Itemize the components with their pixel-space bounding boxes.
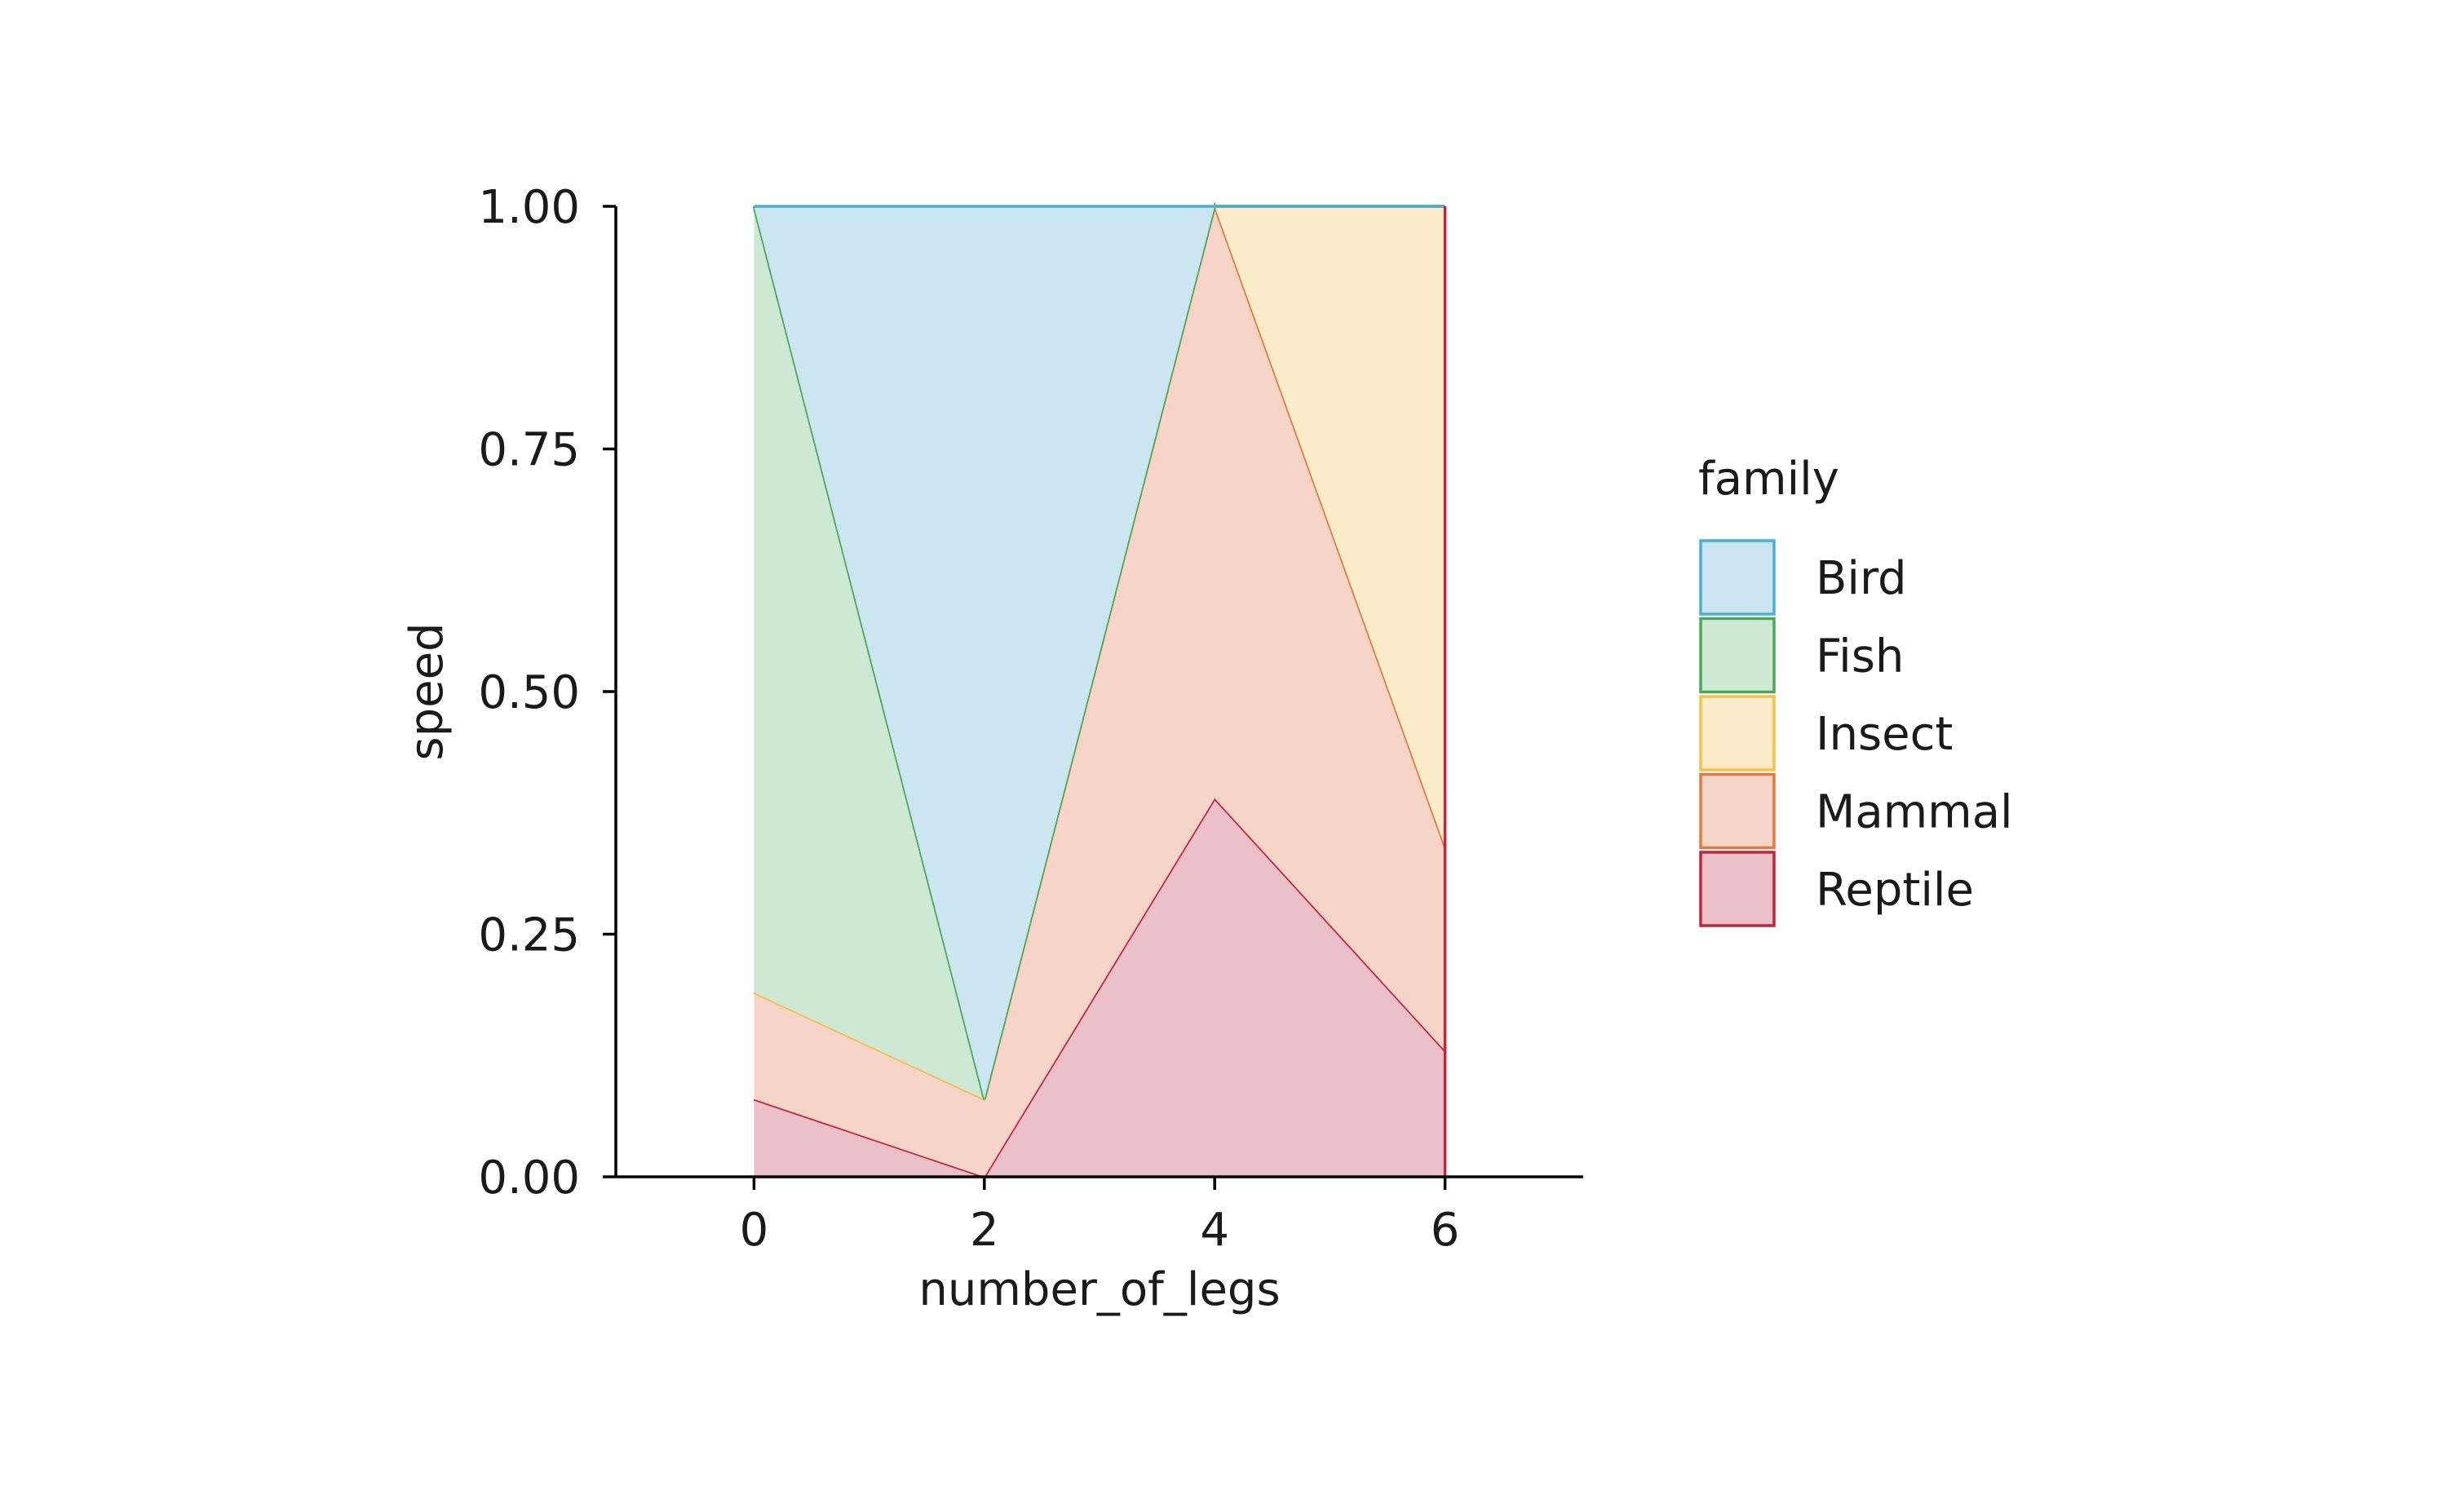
- legend-swatch-fish: [1699, 617, 1776, 694]
- legend-swatch-mammal: [1699, 772, 1776, 850]
- y-tick-label: 0.50: [478, 666, 580, 719]
- area-bird: [754, 206, 1445, 1099]
- y-tick-label: 0.25: [478, 909, 580, 962]
- legend-label-fish: Fish: [1816, 630, 1904, 683]
- x-tick-label: 0: [740, 1204, 769, 1257]
- y-tick-label: 0.00: [478, 1152, 580, 1205]
- y-axis-label: speed: [400, 622, 454, 760]
- legend-swatch-bird: [1699, 539, 1776, 616]
- legend-label-reptile: Reptile: [1816, 864, 1974, 917]
- area-mammal: [754, 206, 1445, 1177]
- x-ticks: 0 2 4 6: [740, 1177, 1460, 1257]
- area-insect: [754, 206, 1445, 1099]
- legend-label-bird: Bird: [1816, 552, 1907, 605]
- legend-label-insect: Insect: [1816, 708, 1953, 761]
- x-tick-label: 2: [970, 1204, 999, 1257]
- x-tick-label: 6: [1431, 1204, 1460, 1257]
- area-layers: [752, 201, 1447, 1179]
- legend-label-mammal: Mammal: [1816, 786, 2013, 839]
- y-ticks: 0.00 0.25 0.50 0.75 1.00: [478, 181, 616, 1205]
- legend: family Bird Fish Insect Mammal Reptile: [1698, 453, 2013, 927]
- legend-swatch-reptile: [1699, 851, 1776, 927]
- x-axis-label: number_of_legs: [918, 1263, 1280, 1316]
- y-tick-label: 0.75: [478, 424, 580, 477]
- x-tick-label: 4: [1200, 1204, 1229, 1257]
- area-reptile: [754, 798, 1445, 1177]
- y-tick-label: 1.00: [478, 181, 580, 234]
- legend-title: family: [1698, 453, 1839, 506]
- legend-swatch-insect: [1699, 695, 1776, 771]
